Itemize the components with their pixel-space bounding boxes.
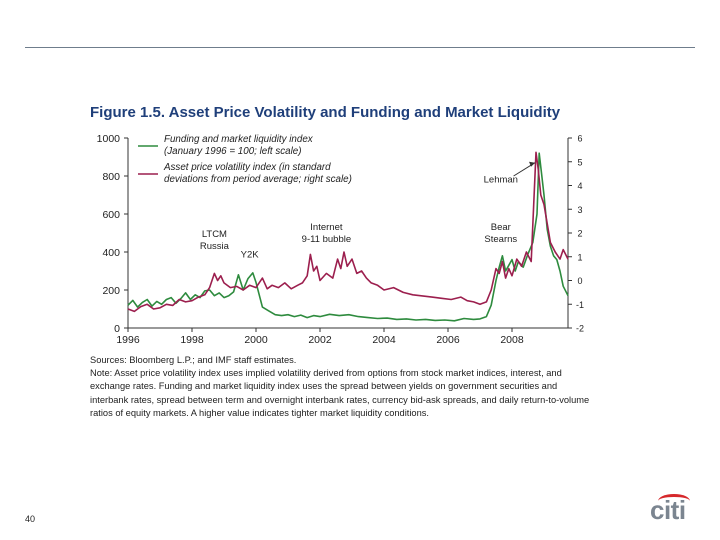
methodology-note: Note: Asset price volatility index uses …: [90, 368, 590, 418]
x-tick-label: 1996: [116, 334, 140, 346]
series-line-volatility: [127, 151, 569, 313]
series-line-liquidity: [127, 152, 569, 322]
left-tick-label: 600: [102, 209, 120, 221]
left-tick-label: 0: [114, 323, 120, 335]
right-tick-label: 1: [577, 252, 582, 262]
legend-label: Funding and market liquidity index: [164, 134, 314, 145]
citi-wordmark: citi: [650, 495, 686, 525]
right-tick-label: 6: [577, 134, 582, 144]
right-tick-label: -2: [576, 324, 584, 334]
page-number: 40: [25, 514, 36, 524]
right-tick-label: 0: [577, 276, 582, 286]
legend-label: Asset price volatility index (in standar…: [163, 162, 331, 173]
x-tick-label: 2000: [244, 334, 268, 346]
x-tick-label: 2002: [308, 334, 332, 346]
annotation-label: Lehman: [484, 175, 518, 186]
annotation-label: Stearns: [484, 234, 517, 245]
x-tick-label: 2004: [372, 334, 396, 346]
right-tick-label: 2: [577, 229, 582, 239]
annotation-label: Internet: [310, 222, 343, 233]
left-tick-label: 200: [102, 285, 120, 297]
sources-note: Sources: Bloomberg L.P.; and IMF staff e…: [90, 355, 297, 365]
annotation-label: Y2K: [241, 250, 260, 261]
legend-label: deviations from period average; right sc…: [164, 174, 352, 185]
legend-label: (January 1996 = 100; left scale): [164, 146, 302, 157]
lehman-arrowhead: [529, 161, 536, 167]
header-rule: [25, 47, 695, 48]
right-tick-label: -1: [576, 300, 584, 310]
left-tick-label: 400: [102, 247, 120, 259]
left-tick-label: 800: [102, 171, 120, 183]
x-tick-label: 2008: [500, 334, 524, 346]
right-tick-label: 3: [577, 205, 582, 215]
right-tick-label: 5: [577, 157, 582, 167]
figure-title: Figure 1.5. Asset Price Volatility and F…: [90, 104, 561, 121]
annotation-label: LTCM: [202, 229, 227, 240]
x-tick-label: 1998: [180, 334, 204, 346]
citi-arc-icon: [658, 494, 690, 508]
left-tick-label: 1000: [97, 133, 121, 145]
x-tick-label: 2006: [436, 334, 460, 346]
chart-notes: Sources: Bloomberg L.P.; and IMF staff e…: [90, 354, 590, 420]
chart: 0 200 400 600 800 1000 -2 -1 0 1 2 3 4 5 6 1996 1998 2000…: [97, 133, 584, 346]
right-tick-label: 4: [577, 181, 582, 191]
annotation-label: 9-11 bubble: [302, 234, 351, 245]
citi-logo: citi: [650, 494, 698, 526]
annotation-label: Russia: [200, 241, 230, 252]
annotation-label: Bear: [491, 222, 511, 233]
